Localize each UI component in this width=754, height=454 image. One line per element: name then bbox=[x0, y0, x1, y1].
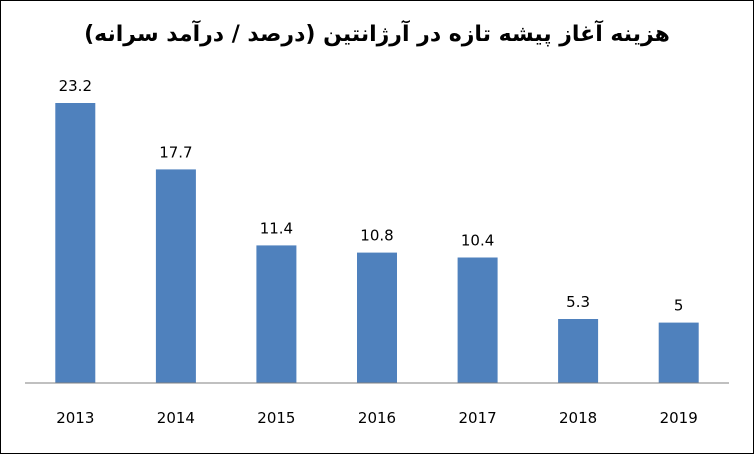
bar-2015 bbox=[256, 245, 297, 383]
bar-2019 bbox=[658, 322, 699, 383]
data-label-2017: 10.4 bbox=[461, 232, 494, 250]
bar-2014 bbox=[155, 169, 196, 383]
x-tick-label-2014: 2014 bbox=[157, 409, 195, 427]
data-label-2016: 10.8 bbox=[360, 227, 393, 245]
chart-title: هزینه آغاز پیشه تازه در آرژانتین (درصد /… bbox=[84, 22, 670, 47]
data-label-2019: 5 bbox=[674, 297, 684, 315]
x-tick-label-2017: 2017 bbox=[459, 409, 497, 427]
data-label-2015: 11.4 bbox=[260, 219, 293, 237]
x-tick-label-2013: 2013 bbox=[56, 409, 94, 427]
x-tick-label-2016: 2016 bbox=[358, 409, 396, 427]
data-label-2013: 23.2 bbox=[59, 77, 92, 95]
bar-2016 bbox=[357, 252, 397, 383]
x-tick-label-2018: 2018 bbox=[559, 409, 597, 427]
x-tick-label-2019: 2019 bbox=[660, 409, 698, 427]
bar-2017 bbox=[457, 257, 498, 383]
data-label-2018: 5.3 bbox=[566, 293, 590, 311]
data-label-2014: 17.7 bbox=[159, 143, 192, 161]
x-tick-label-2015: 2015 bbox=[257, 409, 295, 427]
bar-2018 bbox=[558, 319, 599, 383]
bar-2013 bbox=[55, 103, 96, 383]
